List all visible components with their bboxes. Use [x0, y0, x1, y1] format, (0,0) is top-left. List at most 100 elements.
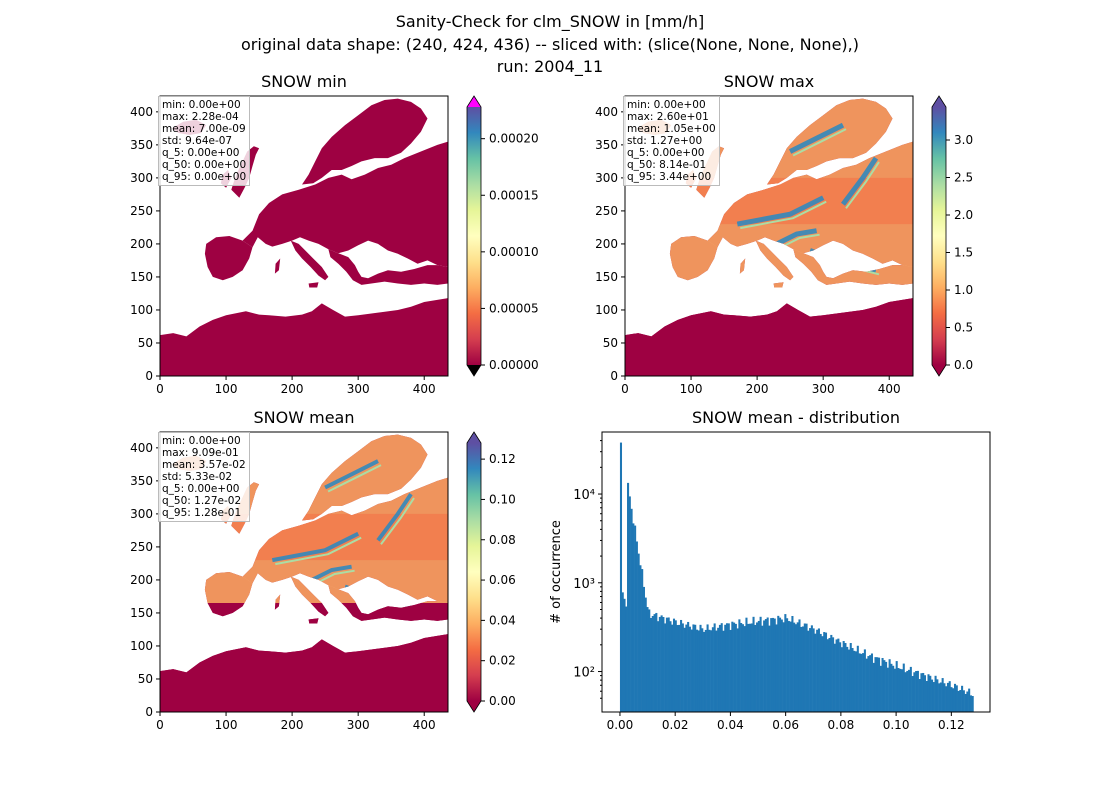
histogram-bar — [796, 622, 799, 712]
histogram-bar — [736, 628, 739, 712]
x-tick-label: 0.04 — [717, 718, 744, 732]
histogram-bar — [966, 691, 969, 712]
stat-line: q_95: 0.00e+00 — [162, 171, 247, 183]
colorbar-over-arrow — [467, 96, 481, 107]
colorbar-gradient — [467, 443, 481, 701]
histogram-bar — [840, 647, 843, 712]
histogram-bar — [720, 623, 723, 712]
histogram-bar — [906, 670, 909, 712]
y-tick-label: 0 — [145, 705, 153, 719]
histogram-bar — [832, 637, 835, 712]
colorbar-under-arrow — [467, 701, 481, 712]
colorbar-tick-label: 0.5 — [954, 321, 973, 335]
histogram-bar — [782, 622, 785, 712]
x-tick-label: 0.00 — [607, 718, 634, 732]
histogram-bar — [635, 541, 638, 712]
histogram-bar — [787, 621, 790, 712]
y-tick-label: 10² — [573, 666, 595, 681]
histogram-bar — [763, 620, 766, 712]
histogram-bar — [803, 623, 806, 712]
histogram-bar — [789, 621, 792, 712]
histogram-bar — [655, 612, 658, 712]
x-tick-label: 0.12 — [938, 718, 965, 732]
stat-line: mean: 7.00e-09 — [162, 123, 246, 135]
stat-line: q_50: 0.00e+00 — [162, 159, 247, 171]
stat-line: mean: 3.57e-02 — [162, 459, 246, 471]
histogram-bar — [897, 668, 900, 712]
histogram-bar — [791, 615, 794, 712]
histogram-bar — [835, 639, 838, 712]
colorbar-tick-label: 0.04 — [489, 613, 516, 627]
stat-line: q_50: 1.27e-02 — [162, 495, 242, 507]
histogram-bar — [895, 661, 898, 712]
histogram-bar — [849, 643, 852, 712]
histogram-bar — [641, 569, 644, 712]
y-tick-label: 50 — [138, 672, 153, 686]
histogram-bar — [869, 655, 872, 712]
histogram-bar — [621, 592, 624, 712]
histogram-bar — [814, 633, 817, 712]
snow-streak — [841, 156, 879, 206]
stat-line: q_5: 0.00e+00 — [162, 483, 240, 495]
colorbar-tick-label: 0.00000 — [489, 358, 539, 372]
snow-streak — [779, 233, 820, 249]
colorbar-under-arrow — [467, 365, 481, 376]
histogram-bar — [724, 624, 727, 712]
y-tick-label: 300 — [595, 171, 618, 185]
snow-streak — [311, 564, 352, 582]
colorbar-tick-label: 0.06 — [489, 573, 516, 587]
stat-line: q_5: 0.00e+00 — [627, 147, 705, 159]
histogram-bar — [706, 624, 709, 712]
histogram-bar — [646, 607, 649, 712]
histogram-bar — [623, 598, 626, 712]
histogram-bar — [711, 627, 714, 712]
snow-streak — [327, 464, 382, 493]
histogram-bar — [892, 665, 895, 712]
histogram-bar — [717, 627, 720, 712]
histogram-bar — [715, 630, 718, 712]
x-tick-label: 200 — [281, 718, 304, 732]
snow-streak — [376, 492, 413, 542]
histogram-bar — [844, 643, 847, 712]
histogram-bar — [764, 619, 767, 712]
histogram-bar — [671, 624, 674, 712]
colorbar-tick-label: 0.10 — [489, 492, 516, 506]
histogram-bar — [810, 625, 813, 712]
histogram-bar — [685, 624, 688, 712]
y-tick-label: 350 — [595, 138, 618, 152]
stat-line: max: 2.60e+01 — [627, 111, 709, 123]
y-tick-label: 200 — [130, 573, 153, 587]
stat-line: std: 5.33e-02 — [162, 471, 233, 483]
axes-frame — [601, 431, 991, 713]
colorbar-tick-label: 1.0 — [954, 283, 973, 297]
histogram-bar — [743, 626, 746, 712]
colorbar-tick-label: 0.08 — [489, 533, 516, 547]
histogram-bar — [754, 624, 757, 712]
y-tick-label: 100 — [130, 639, 153, 653]
histogram-bar — [833, 643, 836, 712]
histogram-bar — [775, 624, 778, 712]
stat-line: q_50: 8.14e-01 — [627, 159, 707, 171]
figure-title-line-3: run: 2004_11 — [496, 57, 604, 76]
histogram-bar — [860, 653, 863, 712]
histogram-bar — [922, 672, 925, 712]
x-tick-label: 0.02 — [662, 718, 689, 732]
figure-title-line-2: original data shape: (240, 424, 436) -- … — [241, 35, 859, 54]
stat-line: q_95: 1.28e-01 — [162, 507, 242, 519]
histogram-bar — [807, 630, 810, 712]
histogram-bar — [941, 678, 944, 712]
histogram-bar — [651, 616, 654, 712]
panel-title-distribution: SNOW mean - distribution — [691, 408, 901, 427]
histogram-bar — [876, 657, 879, 712]
axes-frame — [624, 95, 914, 377]
y-tick-label: 150 — [595, 270, 618, 284]
stat-line: min: 0.00e+00 — [627, 99, 706, 111]
histogram-bar — [718, 624, 721, 712]
x-tick-label: 0.10 — [883, 718, 910, 732]
histogram-bar — [911, 676, 914, 712]
y-tick-label: 0 — [145, 369, 153, 383]
histogram-bar — [619, 442, 623, 712]
histogram-bar — [725, 623, 729, 712]
histogram-bar — [828, 637, 831, 712]
histogram-bar — [672, 618, 676, 712]
